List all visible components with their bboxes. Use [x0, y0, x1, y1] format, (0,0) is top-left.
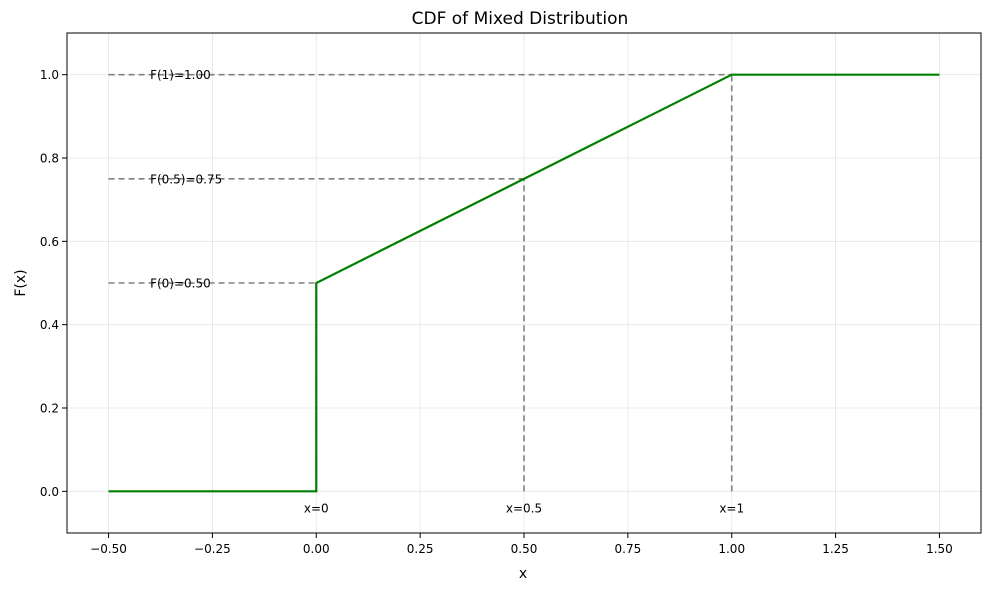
x-tick-label: 1.25 [822, 542, 849, 556]
f-value-annotation: F(0)=0.50 [150, 277, 211, 291]
x-value-annotation: x=0.5 [506, 502, 542, 516]
x-tick-label: 0.00 [303, 542, 330, 556]
chart-title: CDF of Mixed Distribution [412, 9, 629, 29]
y-tick-label: 0.8 [40, 152, 59, 166]
x-tick-label: 0.75 [615, 542, 642, 556]
y-tick-label: 0.0 [40, 485, 59, 499]
x-tick-label: 1.00 [718, 542, 745, 556]
y-tick-label: 1.0 [40, 68, 59, 82]
x-tick-label: 0.50 [511, 542, 538, 556]
x-value-annotation: x=1 [719, 502, 744, 516]
x-tick-label: −0.50 [90, 542, 127, 556]
cdf-series-line [108, 73, 940, 493]
x-tick-label: −0.25 [194, 542, 231, 556]
y-tick-label: 0.2 [40, 402, 59, 416]
x-axis-label: x [519, 566, 527, 582]
y-tick-label: 0.4 [40, 318, 59, 332]
x-value-annotation: x=0 [304, 502, 329, 516]
y-tick-label: 0.6 [40, 235, 59, 249]
y-axis-label: F(x) [13, 269, 29, 296]
x-tick-label: 0.25 [407, 542, 434, 556]
x-tick-label: 1.50 [926, 542, 953, 556]
f-value-annotation: F(1)=1.00 [150, 68, 211, 82]
f-value-annotation: F(0.5)=0.75 [150, 172, 222, 186]
